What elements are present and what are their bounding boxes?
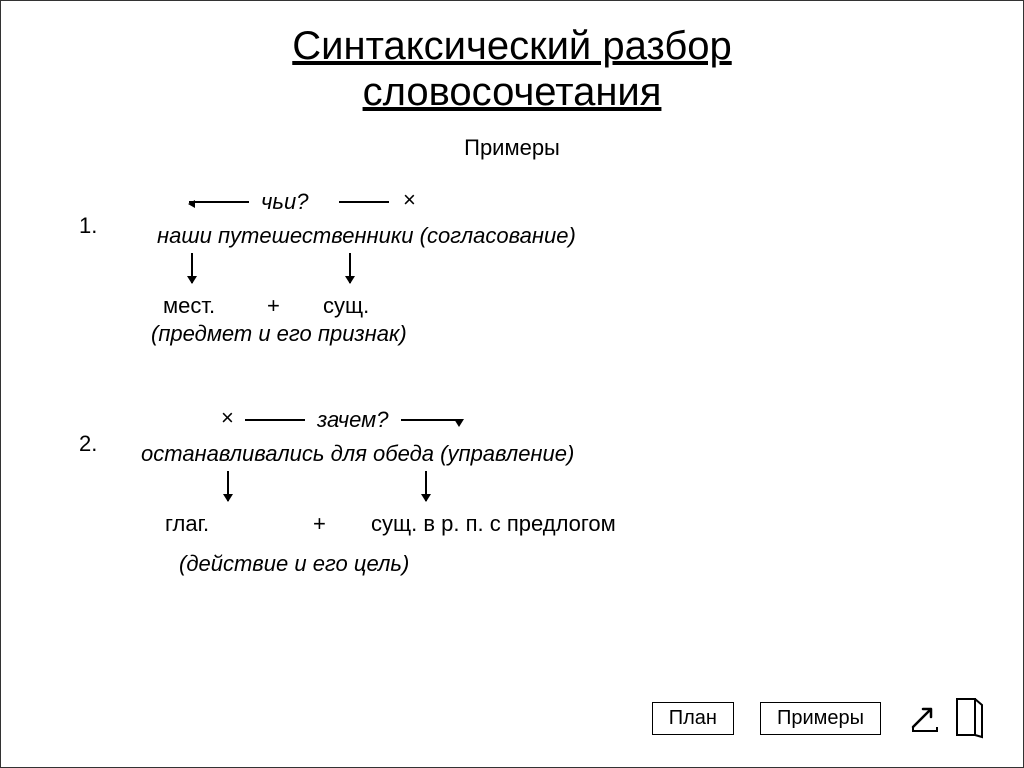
pos-2: сущ. в р. п. с предлогом xyxy=(371,511,616,537)
example-1-number: 1. xyxy=(79,213,97,239)
example-2: 2. × зачем? останавливались для обеда (у… xyxy=(121,407,1023,577)
example-2-pos-row: глаг. + сущ. в р. п. с предлогом xyxy=(121,511,1023,537)
page-title: Синтаксический разбор словосочетания xyxy=(1,1,1023,115)
pos-1: мест. xyxy=(163,293,215,318)
down-arrow-icon xyxy=(191,253,193,283)
plus-sign: + xyxy=(267,293,280,319)
down-arrow-icon xyxy=(349,253,351,283)
plus-sign: + xyxy=(313,511,326,537)
examples-button[interactable]: Примеры xyxy=(760,702,881,735)
example-1-pos-row: мест. + сущ. xyxy=(121,293,1023,319)
title-line-2: словосочетания xyxy=(363,70,662,114)
example-1-arrows xyxy=(121,249,1023,293)
up-arrow-icon[interactable] xyxy=(907,701,941,735)
arrow-left-segment xyxy=(189,201,249,203)
subtitle: Примеры xyxy=(1,135,1023,161)
example-1-question-word: чьи? xyxy=(261,189,308,215)
example-2-number: 2. xyxy=(79,431,97,457)
example-2-phrase: останавливались для обеда (управление) xyxy=(121,441,1023,467)
x-mark-icon: × xyxy=(403,187,416,213)
example-1: 1. чьи? × наши путешественники (согласов… xyxy=(121,189,1023,347)
pos-2: сущ. xyxy=(323,293,369,319)
title-line-1: Синтаксический разбор xyxy=(292,24,731,68)
example-1-question-row: чьи? × xyxy=(121,189,1023,217)
arrow-right-segment xyxy=(339,201,389,203)
nav-icons xyxy=(907,697,985,739)
book-icon[interactable] xyxy=(955,697,985,739)
example-2-meaning: (действие и его цель) xyxy=(179,551,1023,577)
arrow-right-segment xyxy=(401,419,459,421)
down-arrow-icon xyxy=(425,471,427,501)
down-arrow-icon xyxy=(227,471,229,501)
example-2-question-row: × зачем? xyxy=(121,407,1023,435)
example-2-arrows xyxy=(121,467,1023,511)
example-1-meaning: (предмет и его признак) xyxy=(151,321,1023,347)
footer-nav: План Примеры xyxy=(652,697,985,739)
example-2-question-word: зачем? xyxy=(317,407,388,433)
pos-1: глаг. xyxy=(165,511,209,537)
x-mark-icon: × xyxy=(221,405,234,431)
example-1-phrase: наши путешественники (согласование) xyxy=(121,223,1023,249)
arrow-left-segment xyxy=(245,419,305,421)
plan-button[interactable]: План xyxy=(652,702,734,735)
